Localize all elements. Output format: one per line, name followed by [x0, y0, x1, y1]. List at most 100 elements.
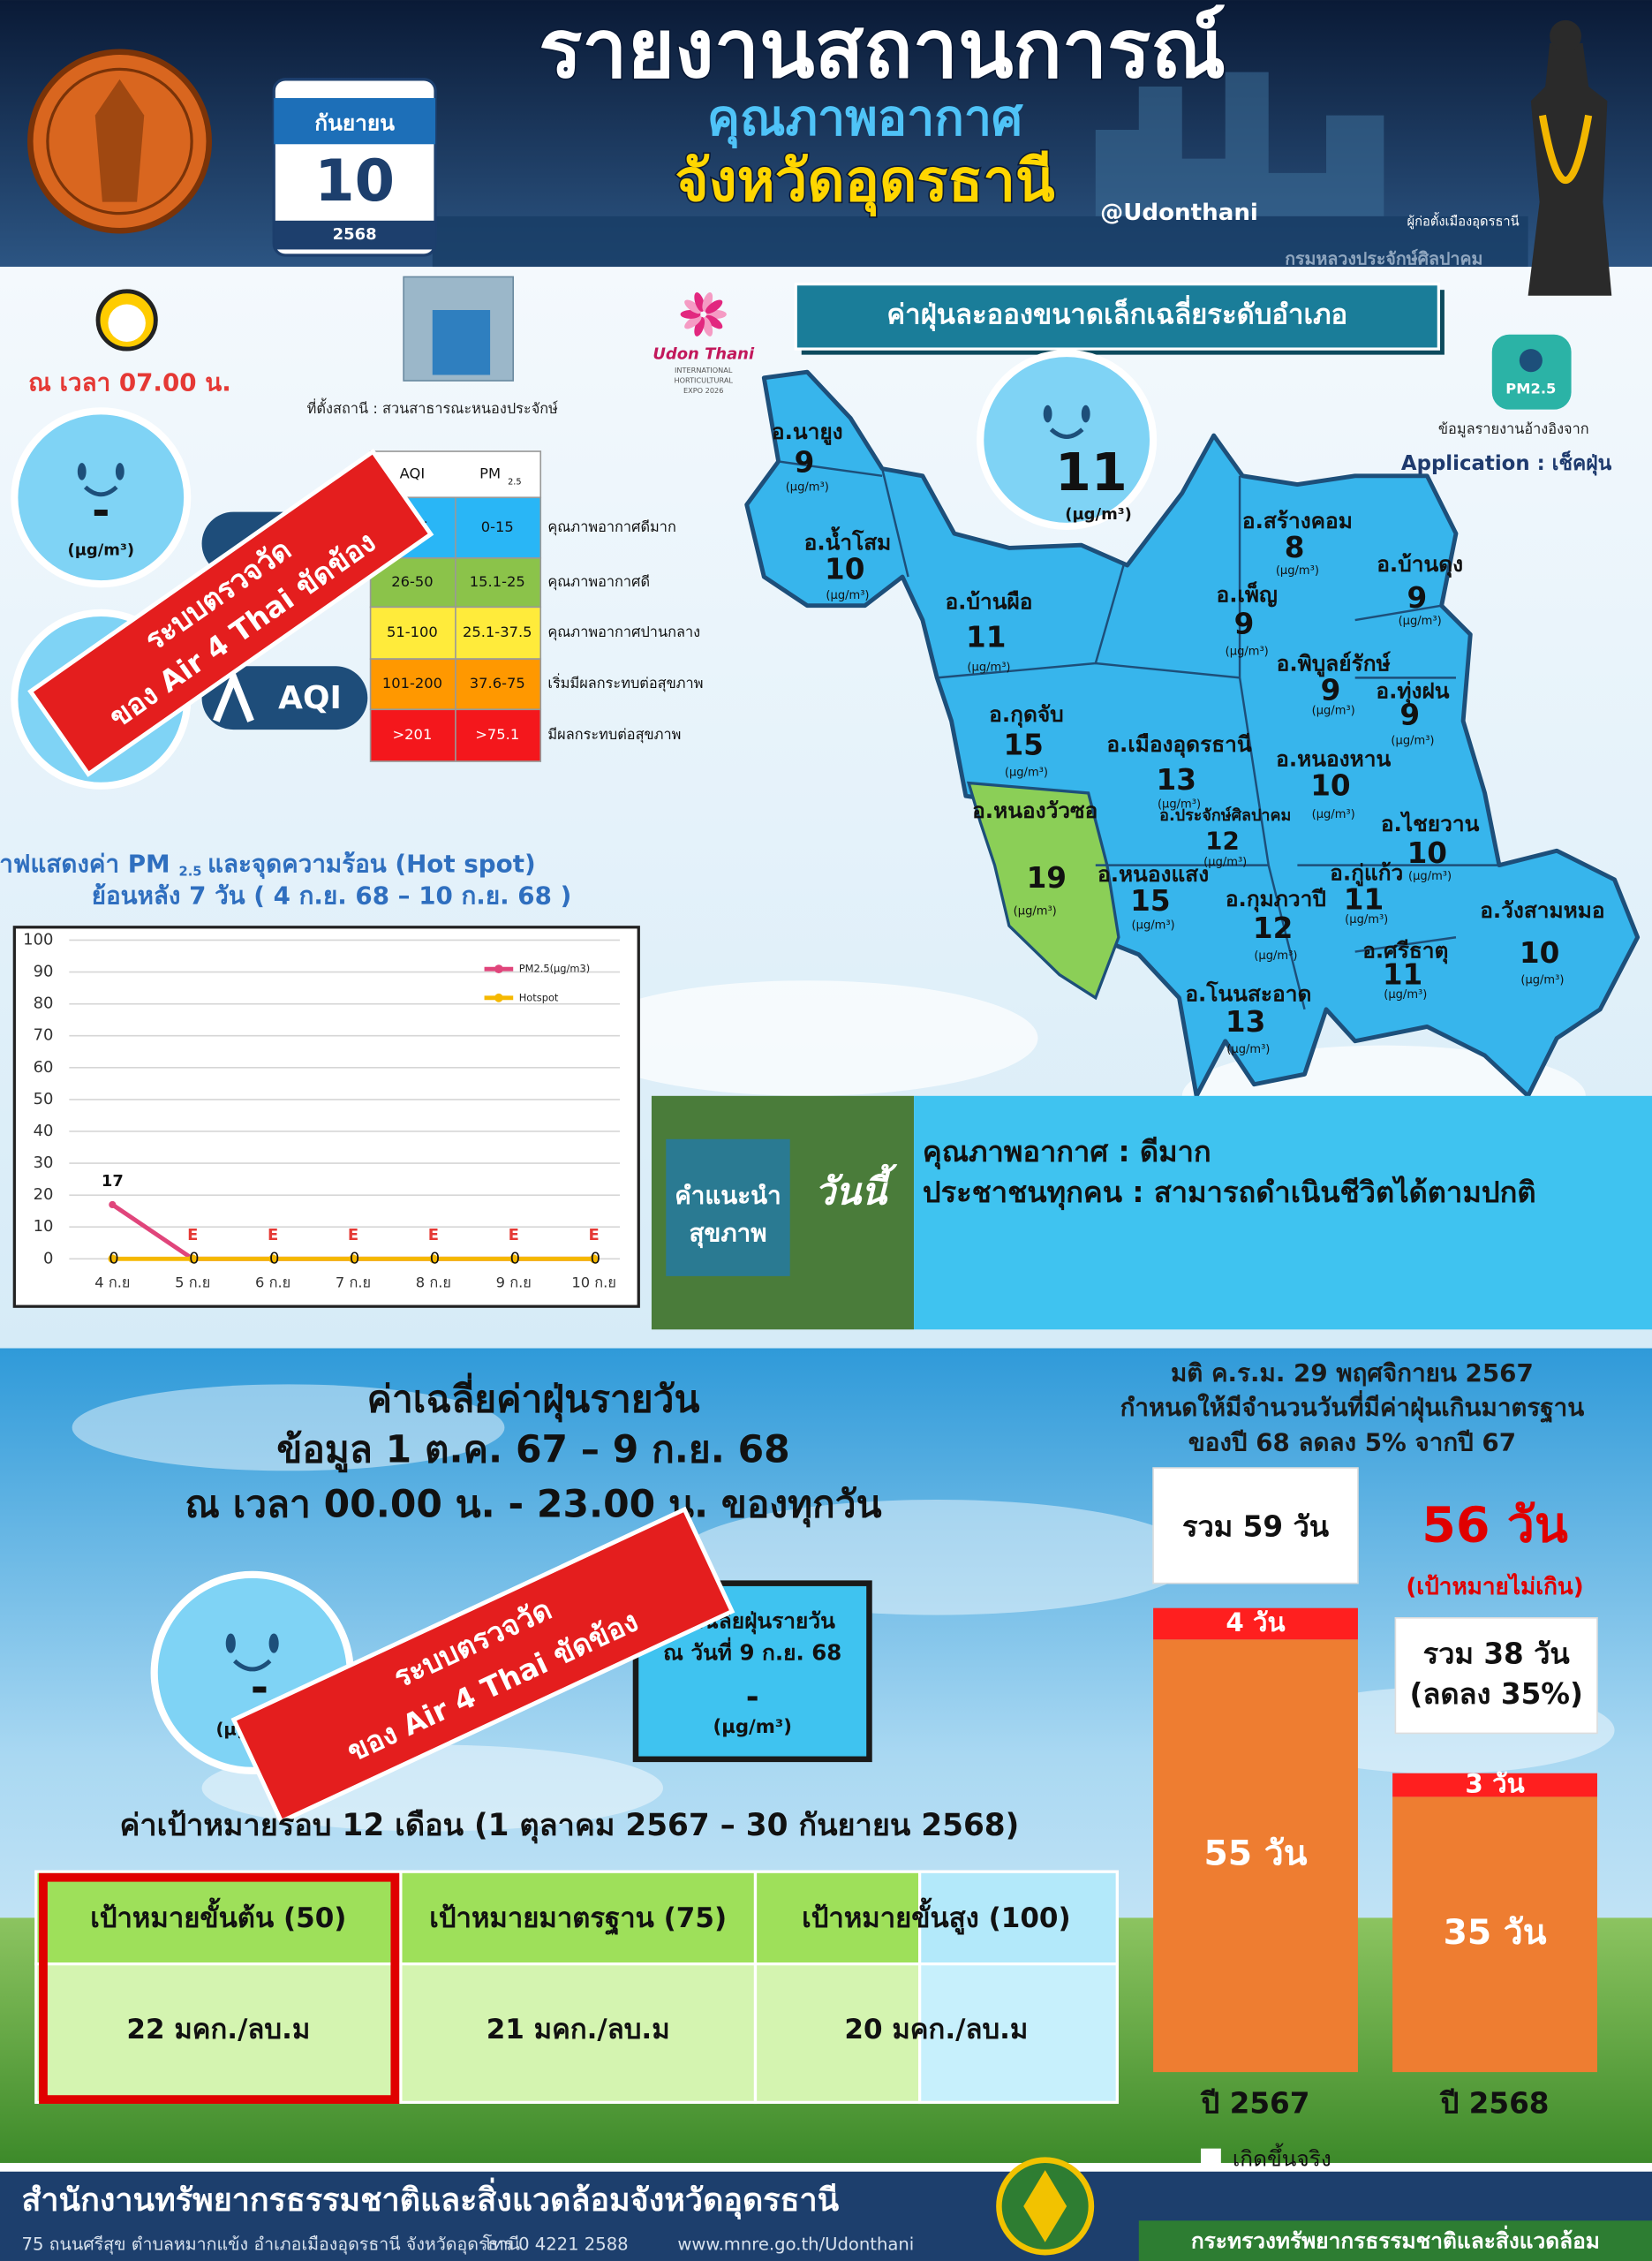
data-label: 0: [510, 1249, 520, 1267]
district-unit: (µg/m³): [1312, 808, 1355, 821]
district-name: อ.พิบูลย์รักษ์: [1277, 651, 1392, 677]
legend-swatch: [1200, 2148, 1221, 2169]
handle: @Udonthani: [1100, 200, 1258, 226]
statue-caption: ผู้ก่อตั้งเมืองอุดรธานี: [1407, 211, 1520, 229]
x-tick-label: 7 ก.ย: [336, 1274, 371, 1291]
advice-label: สุขภาพ: [689, 1219, 766, 1249]
district-name: อ.หนองวัวซอ: [972, 798, 1098, 823]
lake: [432, 216, 1528, 268]
expo-petal: [705, 299, 723, 314]
x-tick-label: 4 ก.ย: [94, 1274, 130, 1291]
face-eye: [268, 1633, 279, 1653]
face-eye: [1043, 405, 1052, 423]
district-unit: (µg/m³): [1254, 949, 1297, 963]
aqi-level: คุณภาพอากาศปานกลาง: [547, 624, 700, 641]
x-tick-label: 10 ก.ย: [571, 1274, 616, 1291]
target-value: 22 มคก./ลบ.ม: [126, 2014, 310, 2045]
district-border: [937, 662, 1241, 679]
table-header: AQI: [400, 465, 426, 482]
face-smile: [1049, 427, 1084, 439]
bar-segment: [1392, 1796, 1597, 2073]
expo-petal: [684, 299, 702, 314]
data-label: E: [428, 1226, 439, 1244]
district-value: 11: [1344, 882, 1384, 916]
district-value: 19: [1027, 861, 1067, 895]
map-source: ข้อมูลรายงานอ้างอิงจาก: [1438, 420, 1589, 438]
pm-value: -: [92, 486, 109, 536]
expo-petal: [694, 291, 705, 312]
face-eye: [115, 463, 124, 480]
garland: [1538, 114, 1593, 184]
district-name: อ.ไชยวาน: [1381, 811, 1480, 836]
target-header: เป้าหมายขั้นต้น (50): [90, 1897, 346, 1934]
header-province: จังหวัดอุดรธานี: [675, 147, 1055, 217]
expo-petal: [684, 314, 702, 329]
target-value: 21 มคก./ลบ.ม: [487, 2014, 670, 2045]
bar-label: 4 วัน: [1226, 1607, 1285, 1637]
x-tick-label: 5 ก.ย: [175, 1274, 210, 1291]
clock-face: [108, 304, 146, 342]
advice-today: วันนี้: [814, 1163, 897, 1214]
aqi-badge-text: AQI: [278, 680, 342, 716]
y-tick-label: 70: [34, 1026, 54, 1045]
target-header: เป้าหมายขั้นสูง (100): [802, 1897, 1071, 1935]
district-border: [1354, 936, 1457, 953]
cloud: [577, 980, 1038, 1096]
bar-segment: [1392, 1773, 1597, 1797]
map-title: ค่าฝุ่นละอองขนาดเล็กเฉลี่ยระดับอำเภอ: [886, 295, 1347, 332]
y-tick-label: 40: [34, 1122, 54, 1140]
district-unit: (µg/m³): [1399, 615, 1442, 628]
header-title: รายงานสถานการณ์: [539, 2, 1226, 96]
daily-box-value: -: [746, 1679, 759, 1715]
target-header-cell: [399, 1870, 758, 1966]
advice-people: ประชาชนทุกคน : สามารถดำเนินชีวิตได้ตามปก…: [923, 1176, 1536, 1211]
app-icon-dot: [1519, 349, 1543, 373]
seal-figure: [94, 79, 145, 202]
advice-label-box: [666, 1138, 790, 1276]
district-region: [966, 781, 1120, 1001]
district-name: อ.โนนสะอาด: [1185, 981, 1311, 1007]
aqi-level: คุณภาพอากาศดี: [547, 573, 650, 591]
data-label: E: [509, 1226, 519, 1244]
calendar-day: 10: [314, 147, 395, 215]
district-value: 11: [966, 620, 1006, 654]
expo-text: EXPO 2026: [683, 386, 723, 395]
legend-marker: [494, 993, 503, 1002]
district-value: 12: [1253, 911, 1293, 945]
total-label: รวม 59 วัน: [1182, 1510, 1330, 1544]
target-header-cell: [34, 1870, 403, 1966]
chart-title: ของปี 68 ลดลง 5% จากปี 67: [1188, 1427, 1516, 1456]
district-value: 9: [1399, 698, 1420, 731]
target-header-cell-accent: [917, 1870, 1119, 1966]
district-unit: (µg/m³): [1132, 919, 1175, 933]
district-unit: (µg/m³): [1520, 974, 1564, 987]
ministry-bar: [1138, 2220, 1652, 2261]
district-border: [1094, 562, 1126, 664]
district-unit: (µg/m³): [1276, 564, 1319, 578]
legend-label: Hotspot: [519, 991, 559, 1003]
district-value: 15: [1003, 729, 1043, 762]
target-value: 20 มคก./ลบ.ม: [844, 2014, 1028, 2045]
seal-inner: [46, 67, 193, 216]
data-label: E: [268, 1226, 278, 1244]
province-unit: (µg/m³): [1065, 505, 1132, 524]
target-heading: ค่าเป้าหมายรอบ 12 เดือน (1 ตุลาคม 2567 –…: [119, 1808, 1019, 1844]
data-label: 0: [350, 1249, 359, 1267]
data-point: [108, 1254, 117, 1264]
expo-name: Udon Thani: [653, 345, 755, 364]
data-label: E: [348, 1226, 358, 1244]
chart-frame: [12, 926, 640, 1308]
district-value: 9: [1407, 581, 1428, 615]
district-unit: (µg/m³): [1226, 645, 1269, 658]
aqi-range: 26-50: [391, 573, 433, 590]
pm-range: 25.1-37.5: [463, 624, 532, 640]
advice-label: คำแนะนำ: [675, 1181, 781, 1210]
district-border: [1354, 604, 1442, 622]
data-point: [349, 1254, 358, 1264]
data-label: 0: [430, 1249, 440, 1267]
district-value: 11: [1383, 957, 1422, 991]
district-border: [778, 460, 883, 477]
legend-marker: [494, 964, 503, 974]
data-point: [109, 1200, 117, 1209]
footer-ministry: กระทรวงทรัพยากรธรรมชาติและสิ่งแวดล้อม: [1191, 2226, 1600, 2254]
